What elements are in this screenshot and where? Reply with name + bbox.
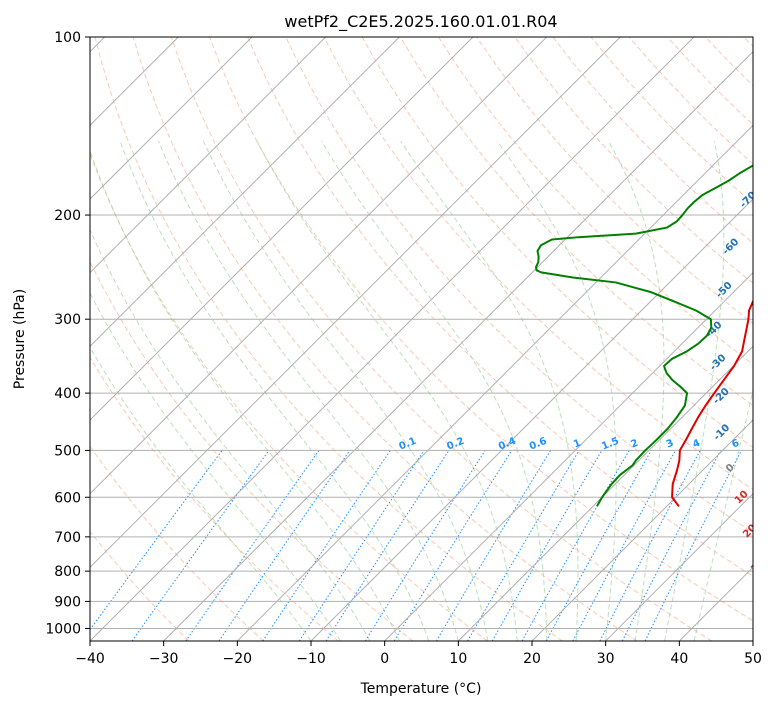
y-tick-label: 900	[54, 594, 81, 610]
plot-frame	[89, 36, 754, 642]
y-tick-label: 100	[54, 30, 81, 46]
moist-adiabat-label: 20	[741, 523, 759, 541]
mixing-ratio-line	[545, 450, 652, 641]
y-tick-label: 500	[54, 443, 81, 459]
dry-adiabat-line	[90, 530, 190, 641]
x-tick-label: 30	[597, 651, 615, 667]
x-tick-label: 50	[744, 651, 762, 667]
dry-adiabat-line	[209, 37, 753, 622]
mixing-ratio-line	[185, 450, 320, 641]
y-tick-label: 300	[54, 312, 81, 328]
isotherm-line	[236, 124, 753, 641]
isotherm-line	[90, 37, 621, 569]
x-tick-label: 40	[670, 651, 688, 667]
x-tick-label: −40	[75, 651, 105, 667]
isotherm-line	[457, 345, 753, 641]
mixing-ratio-line	[621, 450, 722, 641]
isotherm-gridlines	[90, 37, 753, 641]
mixing-ratio-line	[262, 450, 391, 641]
isotherm-line	[605, 492, 753, 641]
x-axis-label: Temperature (°C)	[360, 681, 482, 697]
y-axis: 100 200 300 400 500 600 700 800 900 1000	[45, 30, 90, 637]
isotherm-line	[90, 37, 327, 274]
dry-adiabat-line	[514, 37, 753, 284]
dry-adiabat-line	[90, 356, 339, 641]
temperature-profile	[671, 299, 753, 507]
dry-adiabat-line	[247, 37, 753, 577]
moist-adiabat-label: 30	[749, 557, 767, 575]
y-tick-label: 700	[54, 530, 81, 546]
isotherm-line	[531, 419, 753, 641]
y-tick-label: 200	[54, 208, 81, 224]
mixing-ratio-label: 2	[629, 438, 640, 451]
y-tick-label: 800	[54, 564, 81, 580]
x-axis: −40 −30 −20 −10 0 10 20 30 40 50	[75, 641, 762, 667]
dry-adiabat-line	[132, 37, 638, 641]
y-tick-label: 600	[54, 490, 81, 506]
dry-adiabat-line	[323, 37, 753, 491]
isotherm-line	[90, 37, 695, 641]
isotherm-line	[90, 37, 474, 421]
mixing-ratio-line	[90, 450, 223, 631]
isotherm-line	[90, 37, 253, 200]
mixing-ratio-line	[599, 450, 701, 641]
mixing-ratio-line	[131, 450, 270, 641]
isotherm-line	[384, 271, 753, 641]
dry-adiabat-line	[94, 37, 563, 641]
isotherm-line	[163, 50, 753, 641]
mixing-ratio-line	[644, 450, 742, 641]
mixing-ratio-line	[298, 450, 425, 641]
x-tick-label: 0	[380, 651, 389, 667]
mixing-ratio-lines	[90, 450, 742, 641]
x-tick-label: 20	[523, 651, 541, 667]
dry-adiabat-line	[90, 445, 264, 641]
dry-adiabat-line	[90, 152, 488, 641]
mixing-ratio-label: 3	[665, 438, 676, 451]
mixing-ratio-label: 4	[691, 438, 702, 451]
mixing-ratio-label: 6	[730, 438, 741, 451]
dewpoint-profile	[535, 164, 753, 507]
isotherm-line	[310, 198, 753, 641]
y-axis-label: Pressure (hPa)	[12, 289, 28, 389]
plot-area: 0.10.20.40.611.52346810131620253036-100-…	[90, 37, 767, 641]
y-tick-label: 400	[54, 386, 81, 402]
dry-adiabat-line	[170, 37, 712, 641]
x-tick-label: −10	[296, 651, 326, 667]
x-tick-label: 10	[449, 651, 467, 667]
isobar-gridlines	[90, 37, 753, 629]
dry-adiabat-line	[438, 37, 753, 365]
mixing-ratio-line	[393, 450, 513, 641]
mixing-ratio-line	[572, 450, 676, 641]
x-tick-label: −20	[223, 651, 253, 667]
isotherm-line	[90, 37, 400, 348]
mixing-ratio-label: 1	[572, 438, 583, 451]
sounding-profiles	[535, 164, 753, 507]
mixing-ratio-line	[218, 450, 351, 641]
y-tick-label: 1000	[45, 621, 81, 637]
mixing-ratio-line	[325, 450, 450, 641]
x-tick-label: −30	[149, 651, 179, 667]
isotherm-line	[90, 37, 548, 495]
mixing-ratio-line	[364, 450, 486, 641]
chart-title: wetPf2_C2E5.2025.160.01.01.R04	[284, 12, 557, 32]
